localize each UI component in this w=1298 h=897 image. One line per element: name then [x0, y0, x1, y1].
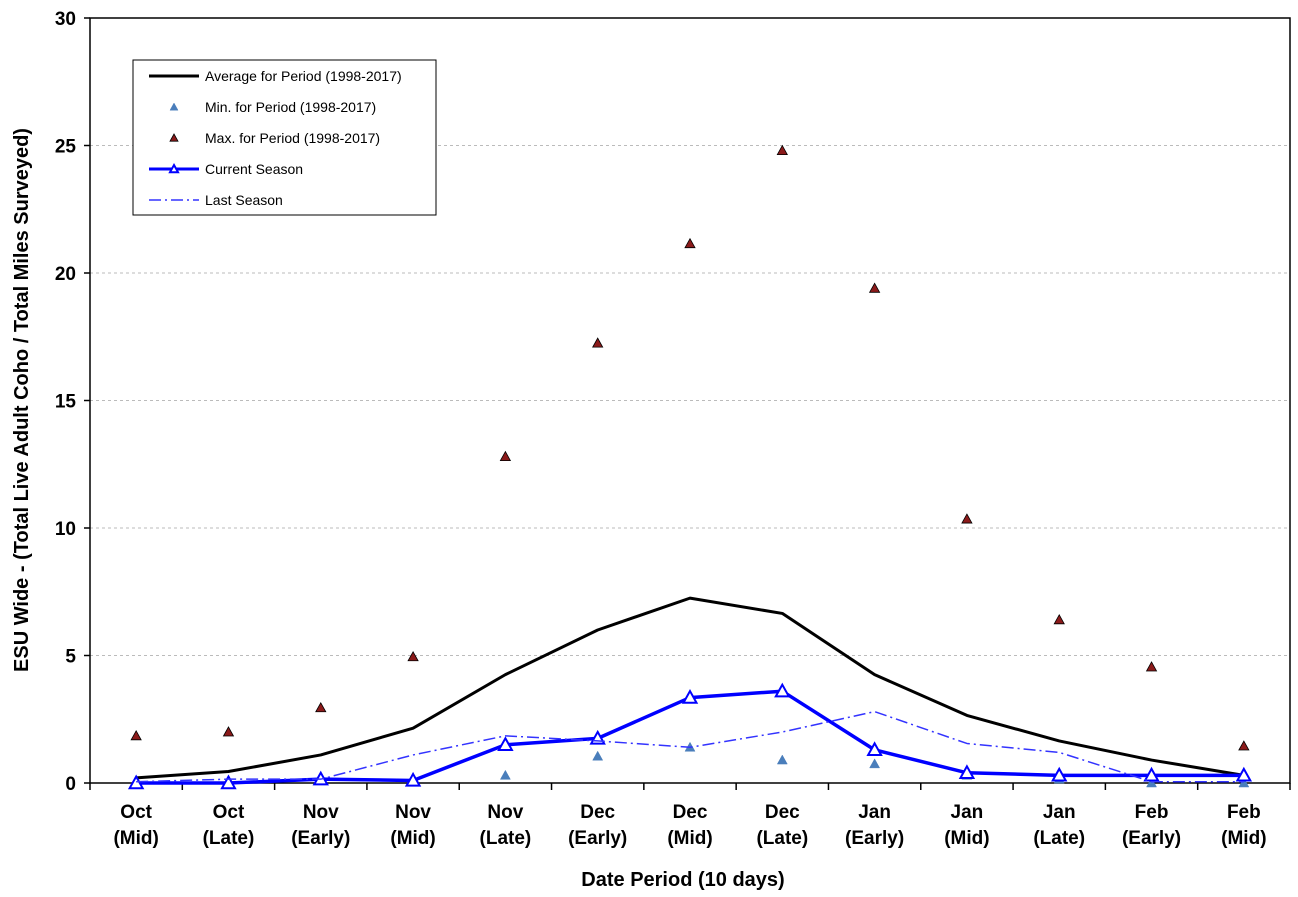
x-tick-label-line: Jan [858, 802, 891, 823]
x-tick-label-line: Nov [395, 802, 431, 823]
data-point [866, 741, 883, 757]
x-tick-label: Oct (Mid) [113, 802, 158, 849]
x-tick-label-line: Nov [303, 802, 339, 823]
x-tick-label-line: Feb [1135, 802, 1169, 823]
data-point [222, 726, 235, 737]
legend-label: Max. for Period (1998-2017) [205, 130, 380, 146]
legend-label: Min. for Period (1998-2017) [205, 99, 376, 115]
x-tick-label: Jan (Mid) [944, 802, 989, 849]
x-tick-label-line: Oct [120, 802, 152, 823]
data-point [958, 764, 976, 779]
x-tick-label-line: Nov [487, 802, 523, 823]
x-tick-label-line: (Mid) [390, 828, 435, 849]
y-axis-label: ESU Wide - (Total Live Adult Coho / Tota… [11, 128, 33, 672]
data-point [1235, 766, 1253, 782]
x-tick-label-line: (Mid) [113, 828, 158, 849]
data-point [1238, 740, 1250, 751]
x-tick-label-line: (Early) [1122, 828, 1181, 849]
x-tick-label-line: Dec [673, 802, 708, 823]
data-point [1143, 766, 1160, 782]
data-point [1051, 766, 1068, 782]
y-tick-label: 10 [55, 519, 76, 540]
data-point [681, 689, 699, 704]
y-tick-label: 30 [55, 9, 76, 30]
x-tick-label: Nov (Early) [291, 802, 350, 849]
x-tick-label: Dec (Early) [568, 802, 627, 849]
x-tick-label-line: Oct [213, 802, 245, 823]
x-tick-label-line: Dec [765, 802, 800, 823]
x-tick-label: Nov (Late) [480, 802, 532, 849]
data-point [1053, 613, 1065, 625]
data-point [130, 730, 142, 741]
x-tick-label: Dec (Mid) [667, 802, 712, 849]
x-tick-label: Oct (Late) [203, 802, 255, 849]
data-point [592, 337, 604, 348]
data-point [684, 237, 696, 249]
data-point [404, 771, 422, 787]
data-point [497, 736, 514, 751]
x-tick-label-line: Jan [951, 802, 984, 823]
series-line [136, 596, 1245, 780]
x-tick-label-line: (Mid) [1221, 828, 1266, 849]
data-point [869, 758, 881, 769]
y-tick-label: 15 [55, 392, 77, 413]
data-point [1238, 777, 1250, 788]
series-line [136, 689, 1244, 785]
x-tick-label: Jan (Late) [1033, 802, 1085, 849]
series-line [136, 710, 1244, 783]
x-tick-label: Nov (Mid) [390, 802, 435, 849]
legend-box [132, 59, 437, 216]
legend-label: Average for Period (1998-2017) [205, 68, 402, 84]
legend-marker [168, 162, 180, 174]
x-tick-label-line: (Late) [480, 828, 532, 849]
data-point [499, 769, 511, 780]
data-point [774, 682, 791, 698]
x-axis-label: Date Period (10 days) [581, 869, 784, 891]
plot-frame [89, 17, 1291, 784]
legend-marker [169, 102, 179, 111]
data-point [315, 701, 327, 713]
x-tick-label-line: Feb [1227, 802, 1261, 823]
x-tick-label-line: (Late) [1033, 828, 1085, 849]
data-point [776, 754, 788, 765]
y-tick-label: 20 [55, 264, 76, 285]
x-tick-label: Jan (Early) [845, 802, 904, 849]
legend-label: Current Season [205, 161, 303, 177]
data-point [592, 750, 604, 761]
y-tick-label: 0 [65, 774, 76, 795]
x-tick-label: Dec (Late) [756, 802, 808, 849]
x-tick-label: Feb (Mid) [1221, 802, 1266, 849]
data-point [1146, 777, 1157, 788]
data-point [961, 513, 973, 524]
x-tick-label-line: (Late) [756, 828, 808, 849]
data-point [1145, 661, 1158, 672]
x-tick-label-line: (Late) [203, 828, 255, 849]
legend-label: Last Season [205, 192, 283, 208]
x-tick-label-line: Jan [1043, 802, 1076, 823]
x-tick-label-line: (Mid) [667, 828, 712, 849]
x-tick-label-line: Dec [580, 802, 615, 823]
x-tick-label-line: (Mid) [944, 828, 989, 849]
x-tick-label-line: (Early) [845, 828, 904, 849]
x-tick-label-line: (Early) [291, 828, 350, 849]
y-tick-label: 25 [55, 137, 77, 158]
legend-marker [169, 133, 179, 142]
data-point [776, 144, 788, 155]
x-tick-label-line: (Early) [568, 828, 627, 849]
data-point [407, 650, 419, 662]
x-tick-label: Feb (Early) [1122, 802, 1181, 849]
y-tick-label: 5 [65, 647, 76, 668]
data-point [868, 282, 881, 293]
data-point [499, 450, 512, 461]
data-point [220, 774, 237, 790]
